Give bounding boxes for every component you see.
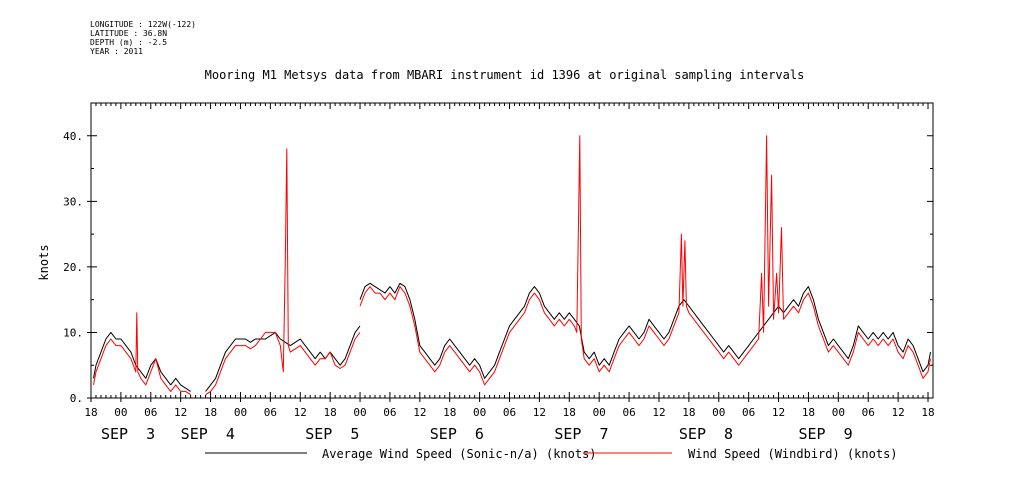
x-tick-label: 00 <box>593 406 606 419</box>
x-tick-label: 06 <box>264 406 277 419</box>
day-label: SEP 5 <box>305 425 359 443</box>
x-tick-label: 12 <box>772 406 785 419</box>
x-tick-label: 06 <box>503 406 516 419</box>
x-tick-label: 12 <box>891 406 904 419</box>
axis-ticks <box>90 102 934 399</box>
series-line-windbird <box>205 148 361 396</box>
series-line-windbird <box>359 135 931 386</box>
x-tick-label: 12 <box>652 406 665 419</box>
x-tick-label: 12 <box>413 406 426 419</box>
depth-label: DEPTH (m) : -2.5 <box>90 38 168 47</box>
x-tick-label: 00 <box>473 406 486 419</box>
y-axis-label: knots <box>37 244 51 280</box>
x-tick-label: 18 <box>802 406 815 419</box>
day-label: SEP 4 <box>181 425 235 443</box>
major-ticks <box>87 135 929 402</box>
series-line-average-wind <box>205 325 361 392</box>
y-tick-label: 20. <box>63 261 83 274</box>
chart-title: Mooring M1 Metsys data from MBARI instru… <box>204 68 805 82</box>
legend-label: Average Wind Speed (Sonic-n/a) (knots) <box>322 447 597 461</box>
x-tick-label: 06 <box>383 406 396 419</box>
x-tick-label: 12 <box>174 406 187 419</box>
series-line-windbird <box>93 312 191 396</box>
x-tick-label: 18 <box>682 406 695 419</box>
y-tick-label: 10. <box>63 326 83 339</box>
y-tick-label: 0. <box>70 392 83 405</box>
metadata-block: LONGITUDE : 122W(-122) LATITUDE : 36.8N … <box>90 20 196 56</box>
x-tick-label: 06 <box>862 406 875 419</box>
x-tick-label: 18 <box>324 406 337 419</box>
year-label: YEAR : 2011 <box>90 47 143 56</box>
x-tick-label: 06 <box>622 406 635 419</box>
day-label: SEP 6 <box>430 425 484 443</box>
latitude-label: LATITUDE : 36.8N <box>90 29 168 38</box>
x-tick-label: 00 <box>832 406 845 419</box>
x-tick-label: 18 <box>443 406 456 419</box>
x-tick-label: 06 <box>742 406 755 419</box>
series-line-average-wind <box>359 282 931 379</box>
x-tick-label: 18 <box>204 406 217 419</box>
x-tick-label: 18 <box>563 406 576 419</box>
series-line-average-wind <box>93 331 191 392</box>
day-label: SEP 8 <box>679 425 733 443</box>
plot-frame <box>90 102 934 399</box>
x-tick-label: 12 <box>533 406 546 419</box>
x-tick-label: 00 <box>234 406 247 419</box>
y-tick-label: 40. <box>63 130 83 143</box>
x-tick-label: 12 <box>294 406 307 419</box>
legend-label: Wind Speed (Windbird) (knots) <box>688 447 898 461</box>
x-tick-label: 18 <box>921 406 934 419</box>
day-label: SEP 9 <box>798 425 852 443</box>
x-tick-label: 00 <box>114 406 127 419</box>
day-label: SEP 3 <box>101 425 155 443</box>
day-label: SEP 7 <box>554 425 608 443</box>
y-tick-label: 30. <box>63 195 83 208</box>
x-tick-label: 06 <box>144 406 157 419</box>
x-tick-label: 00 <box>712 406 725 419</box>
x-tick-label: 18 <box>84 406 97 419</box>
longitude-label: LONGITUDE : 122W(-122) <box>90 20 196 29</box>
x-tick-label: 00 <box>353 406 366 419</box>
